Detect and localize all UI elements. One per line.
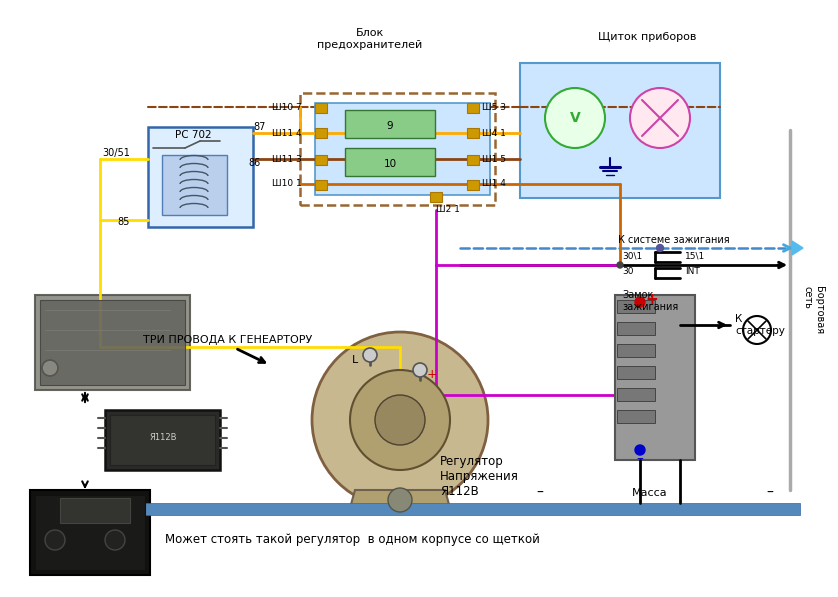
Bar — [617, 410, 655, 423]
Text: К системе зажигания: К системе зажигания — [618, 235, 730, 245]
Bar — [35, 495, 145, 570]
Text: Ш4 1: Ш4 1 — [482, 128, 506, 137]
Text: Я112В: Я112В — [149, 432, 177, 442]
Circle shape — [350, 370, 450, 470]
Text: V: V — [570, 111, 581, 125]
Circle shape — [42, 360, 58, 376]
Text: –: – — [536, 486, 543, 500]
Text: 10: 10 — [384, 159, 396, 169]
Bar — [467, 103, 479, 113]
Bar — [105, 410, 220, 470]
Circle shape — [635, 445, 645, 455]
Text: Ш5 3: Ш5 3 — [482, 103, 506, 112]
Circle shape — [545, 88, 605, 148]
Text: Ш1 5: Ш1 5 — [482, 155, 506, 164]
Bar — [148, 127, 253, 227]
Text: Ш11 4: Ш11 4 — [272, 128, 302, 137]
Bar — [467, 155, 479, 165]
Bar — [345, 148, 435, 176]
Text: К
стартеру: К стартеру — [735, 314, 785, 336]
Polygon shape — [792, 241, 803, 255]
Circle shape — [363, 348, 377, 362]
Bar — [467, 180, 479, 190]
Circle shape — [105, 530, 125, 550]
Text: Может стоять такой регулятор  в одном корпусе со щеткой: Может стоять такой регулятор в одном кор… — [165, 534, 540, 546]
Bar — [30, 490, 150, 575]
Circle shape — [413, 363, 427, 377]
Bar — [315, 180, 327, 190]
Text: 30: 30 — [622, 267, 634, 276]
Text: –: – — [767, 486, 773, 500]
Text: 30/51: 30/51 — [102, 148, 130, 158]
Bar — [300, 93, 495, 205]
Circle shape — [375, 395, 425, 445]
Bar — [35, 295, 190, 390]
Bar — [467, 128, 479, 138]
Text: Блок
предохранителей: Блок предохранителей — [318, 28, 422, 50]
Bar — [315, 103, 490, 195]
Bar — [617, 322, 655, 335]
Text: РС 702: РС 702 — [174, 130, 211, 140]
Text: Замок
зажигания: Замок зажигания — [622, 290, 678, 312]
Bar — [110, 415, 215, 465]
Circle shape — [630, 88, 690, 148]
Circle shape — [388, 488, 412, 512]
Text: Ш10 7: Ш10 7 — [272, 103, 302, 112]
Text: 86: 86 — [248, 158, 261, 168]
Text: Бортовая
сеть: Бортовая сеть — [802, 286, 824, 334]
Bar — [430, 192, 442, 202]
Bar — [40, 300, 185, 385]
Circle shape — [312, 332, 488, 508]
Polygon shape — [350, 490, 450, 508]
Text: +: + — [645, 293, 658, 307]
Text: Масса: Масса — [632, 488, 668, 498]
Text: +: + — [427, 368, 437, 381]
Text: Щиток приборов: Щиток приборов — [598, 32, 696, 42]
Circle shape — [45, 530, 65, 550]
Bar — [615, 295, 695, 460]
Text: 15\1: 15\1 — [685, 251, 706, 260]
Text: Ш1 4: Ш1 4 — [482, 180, 506, 189]
Bar — [60, 498, 130, 523]
Text: Ш11 3: Ш11 3 — [272, 155, 302, 164]
Bar — [345, 110, 435, 138]
Bar — [617, 366, 655, 379]
Text: 85: 85 — [117, 217, 130, 227]
Text: L: L — [352, 355, 358, 365]
Text: –: – — [637, 453, 644, 467]
Text: ТРИ ПРОВОДА К ГЕНЕАРТОРУ: ТРИ ПРОВОДА К ГЕНЕАРТОРУ — [143, 335, 313, 345]
Bar — [315, 155, 327, 165]
Text: Регулятор
Напряжения
Я112В: Регулятор Напряжения Я112В — [440, 455, 519, 498]
Bar — [617, 344, 655, 357]
Bar — [520, 63, 720, 198]
Bar — [617, 300, 655, 313]
Text: INT: INT — [685, 267, 700, 276]
Text: 9: 9 — [386, 121, 393, 131]
Circle shape — [656, 245, 664, 251]
Text: 30\1: 30\1 — [622, 251, 642, 260]
Circle shape — [617, 262, 623, 268]
Circle shape — [635, 297, 645, 307]
Polygon shape — [30, 290, 220, 380]
Text: 87: 87 — [253, 122, 266, 132]
Bar — [315, 128, 327, 138]
Circle shape — [743, 316, 771, 344]
Bar — [162, 155, 227, 215]
Bar — [617, 388, 655, 401]
Bar — [140, 503, 800, 515]
Bar — [315, 103, 327, 113]
Text: Ш10 1: Ш10 1 — [272, 180, 302, 189]
Text: Ш2 1: Ш2 1 — [436, 205, 460, 214]
